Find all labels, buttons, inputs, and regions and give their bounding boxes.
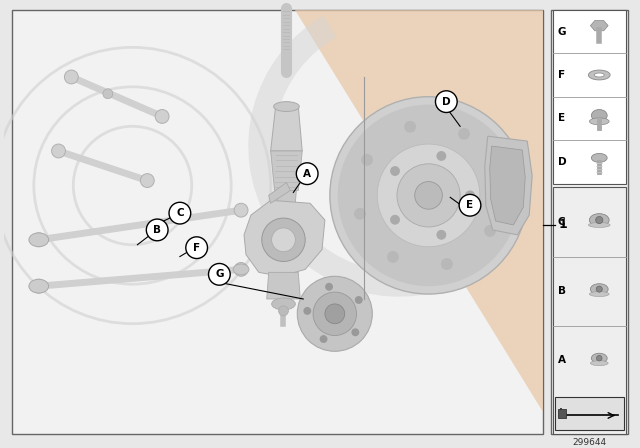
Circle shape [390,166,400,176]
Circle shape [596,216,603,224]
Circle shape [234,263,248,276]
Circle shape [271,228,295,252]
Circle shape [32,233,45,247]
Circle shape [209,263,230,285]
Circle shape [354,208,366,220]
Text: B: B [558,286,566,296]
Text: G: G [558,26,566,37]
Ellipse shape [233,264,249,275]
Circle shape [436,230,446,240]
Ellipse shape [271,298,295,310]
Circle shape [377,144,480,247]
Bar [551,10,628,434]
Text: A: A [558,355,566,365]
Circle shape [459,194,481,216]
Circle shape [278,306,289,316]
Text: B: B [153,225,161,235]
Ellipse shape [29,233,49,247]
Ellipse shape [305,304,364,323]
Polygon shape [295,10,543,413]
Ellipse shape [589,118,609,125]
Circle shape [441,258,453,270]
Polygon shape [490,146,525,225]
Circle shape [32,279,45,293]
Circle shape [65,70,78,84]
Circle shape [387,251,399,263]
Ellipse shape [588,223,610,228]
Bar [555,396,624,430]
Text: D: D [558,157,566,167]
Circle shape [303,307,311,315]
Circle shape [156,109,169,123]
Text: 1: 1 [559,219,568,232]
Circle shape [397,164,460,227]
Circle shape [140,174,154,188]
Circle shape [298,276,372,351]
Text: D: D [442,97,451,107]
Text: C: C [176,208,184,218]
Polygon shape [269,182,291,203]
Circle shape [361,154,373,166]
Circle shape [330,97,527,294]
Polygon shape [590,21,608,31]
Circle shape [262,218,305,262]
Circle shape [484,225,496,237]
Circle shape [458,128,470,140]
Circle shape [404,121,416,133]
Text: G: G [215,269,223,279]
Polygon shape [271,151,302,190]
Polygon shape [276,190,296,230]
Ellipse shape [274,102,300,112]
Polygon shape [244,200,325,276]
Text: C: C [558,217,566,227]
Text: F: F [193,243,200,253]
Text: E: E [467,200,474,210]
Circle shape [435,91,457,112]
Polygon shape [267,272,300,299]
Ellipse shape [591,353,607,363]
Circle shape [186,237,207,258]
Circle shape [325,283,333,291]
Circle shape [351,328,359,336]
Ellipse shape [595,73,604,77]
Ellipse shape [590,284,608,294]
Circle shape [313,292,356,336]
Bar [12,10,543,434]
Bar [558,409,566,418]
Text: 299644: 299644 [572,438,607,447]
Circle shape [465,190,475,200]
Circle shape [355,296,363,304]
Ellipse shape [591,109,607,121]
Ellipse shape [590,361,608,366]
Text: F: F [558,70,565,80]
Circle shape [596,286,602,292]
Text: A: A [303,169,311,179]
Circle shape [52,144,65,158]
Circle shape [319,335,328,343]
Ellipse shape [588,70,610,80]
Circle shape [325,304,345,323]
Polygon shape [271,107,302,151]
Ellipse shape [589,292,609,297]
Circle shape [103,89,113,99]
Circle shape [147,219,168,241]
Bar [553,188,626,434]
Circle shape [338,104,519,286]
Circle shape [234,203,248,217]
Circle shape [596,355,602,361]
Ellipse shape [591,154,607,162]
Circle shape [169,202,191,224]
Ellipse shape [589,214,609,227]
Circle shape [415,181,442,209]
Circle shape [492,171,503,183]
Text: E: E [558,113,565,123]
Circle shape [296,163,318,185]
Ellipse shape [29,279,49,293]
Bar [553,10,626,184]
Circle shape [390,215,400,225]
Polygon shape [484,136,532,235]
Circle shape [436,151,446,161]
